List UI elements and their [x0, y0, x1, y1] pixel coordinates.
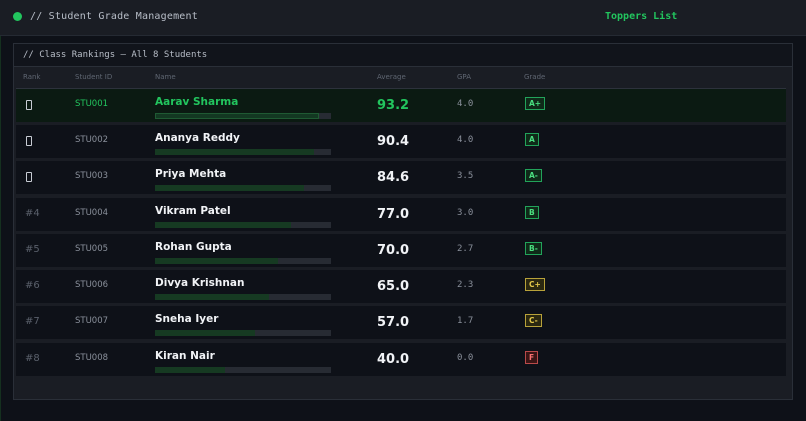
toppers-list-link[interactable]: Toppers List	[605, 11, 678, 22]
grade-badge: A	[525, 133, 539, 146]
average-progress-bar	[155, 113, 331, 119]
class-rankings-panel: // Class Rankings — All 8 Students Rank …	[13, 43, 793, 400]
grade-badge: F	[525, 351, 539, 364]
table-row[interactable]: #4 STU004 Vikram Patel 77.0 3.0 B	[16, 198, 786, 231]
column-header-gpa: GPA	[457, 73, 471, 81]
gpa-value: 4.0	[457, 99, 474, 109]
header-divider	[16, 88, 786, 89]
student-name: Priya Mehta	[155, 168, 227, 180]
average-progress-fill	[155, 258, 279, 264]
panel-title: // Class Rankings — All 8 Students	[14, 44, 792, 67]
column-header-name: Name	[155, 73, 176, 81]
average-progress-bar	[155, 330, 331, 336]
gpa-value: 3.0	[457, 208, 474, 218]
average-progress-bar	[155, 367, 331, 373]
average-score: 77.0	[377, 207, 410, 222]
average-progress-fill	[155, 113, 320, 119]
average-progress-fill	[155, 222, 291, 228]
table-row[interactable]: #8 STU008 Kiran Nair 40.0 0.0 F	[16, 343, 786, 376]
student-id: STU008	[75, 353, 109, 363]
student-name: Aarav Sharma	[155, 96, 239, 108]
student-name: Ananya Reddy	[155, 132, 240, 144]
table-row[interactable]: STU003 Priya Mehta 84.6 3.5 A-	[16, 161, 786, 194]
table-row[interactable]: STU001 Aarav Sharma 93.2 4.0 A+	[16, 89, 786, 122]
status-indicator-icon	[13, 12, 22, 21]
average-progress-fill	[155, 330, 256, 336]
column-header-average: Average	[377, 73, 406, 81]
column-header-rank: Rank	[23, 73, 41, 81]
student-name: Vikram Patel	[155, 205, 231, 217]
gpa-value: 2.3	[457, 280, 474, 290]
average-progress-fill	[155, 294, 270, 300]
average-score: 40.0	[377, 352, 410, 367]
rank-label: #4	[25, 208, 40, 219]
average-progress-bar	[155, 258, 331, 264]
average-progress-bar	[155, 149, 331, 155]
table-row[interactable]: #5 STU005 Rohan Gupta 70.0 2.7 B-	[16, 234, 786, 267]
student-id: STU002	[75, 135, 109, 145]
average-score: 93.2	[377, 98, 410, 113]
student-name: Sneha Iyer	[155, 313, 219, 325]
student-id: STU007	[75, 316, 109, 326]
student-name: Divya Krishnan	[155, 277, 245, 289]
student-id: STU003	[75, 171, 109, 181]
grade-badge: B-	[525, 242, 542, 255]
grade-badge: A-	[525, 169, 542, 182]
grade-badge: B	[525, 206, 539, 219]
gpa-value: 2.7	[457, 244, 474, 254]
app-title: // Student Grade Management	[30, 11, 198, 22]
grade-badge: C-	[525, 314, 542, 327]
rank-label: #6	[25, 280, 40, 291]
column-header-student-id: Student ID	[75, 73, 113, 81]
average-score: 70.0	[377, 243, 410, 258]
average-progress-bar	[155, 294, 331, 300]
medal-icon	[26, 100, 32, 110]
grade-badge: A+	[525, 97, 546, 110]
student-name: Kiran Nair	[155, 350, 215, 362]
gpa-value: 1.7	[457, 316, 474, 326]
average-progress-fill	[155, 367, 226, 373]
average-score: 57.0	[377, 315, 410, 330]
average-score: 84.6	[377, 170, 410, 185]
rank-label: #8	[25, 353, 40, 364]
medal-icon	[26, 172, 32, 182]
average-progress-bar	[155, 222, 331, 228]
left-accent-line	[0, 36, 1, 421]
average-score: 65.0	[377, 279, 410, 294]
top-bar: // Student Grade Management Toppers List	[0, 0, 806, 36]
student-name: Rohan Gupta	[155, 241, 232, 253]
table-row[interactable]: STU002 Ananya Reddy 90.4 4.0 A	[16, 125, 786, 158]
student-id: STU004	[75, 208, 109, 218]
table-row[interactable]: #6 STU006 Divya Krishnan 65.0 2.3 C+	[16, 270, 786, 303]
rank-label: #5	[25, 244, 40, 255]
column-header-grade: Grade	[524, 73, 546, 81]
gpa-value: 0.0	[457, 353, 474, 363]
gpa-value: 4.0	[457, 135, 474, 145]
average-progress-bar	[155, 185, 331, 191]
average-score: 90.4	[377, 134, 410, 149]
average-progress-fill	[155, 185, 304, 191]
average-progress-fill	[155, 149, 315, 155]
table-row[interactable]: #7 STU007 Sneha Iyer 57.0 1.7 C-	[16, 306, 786, 339]
student-id: STU001	[75, 99, 109, 109]
student-id: STU005	[75, 244, 109, 254]
gpa-value: 3.5	[457, 171, 474, 181]
medal-icon	[26, 136, 32, 146]
grade-badge: C+	[525, 278, 545, 291]
rank-label: #7	[25, 316, 40, 327]
student-id: STU006	[75, 280, 109, 290]
